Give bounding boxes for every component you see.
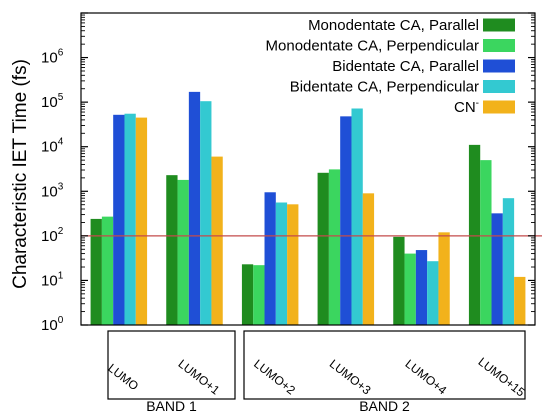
legend-entry-label: Bidentate CA, Perpendicular xyxy=(290,79,479,96)
bar-lumoplus15-series-3 xyxy=(491,213,503,325)
bar-lumoplus1-series-4 xyxy=(200,101,212,325)
bar-lumo-series-5 xyxy=(135,117,148,325)
legend-series-name: Bidentate CA, Parallel xyxy=(332,58,479,75)
bar-lumoplus2-series-4 xyxy=(275,202,288,325)
legend-entry-label: Monodentate CA, Perpendicular xyxy=(266,38,479,55)
y-ticks: 100 101 102 103 104 105 106 xyxy=(41,12,535,334)
bar-lumoplus4-series-1 xyxy=(393,236,405,325)
bar-lumoplus1-series-5 xyxy=(211,156,223,325)
bar-lumoplus15-series-2 xyxy=(480,160,492,325)
category-label: LUMO+1 xyxy=(176,357,223,398)
legend-series-name: CN xyxy=(454,99,476,116)
legend-series-name: Monodentate CA, Parallel xyxy=(308,17,479,34)
y-tick-label: 106 xyxy=(41,48,64,67)
y-tick-label: 105 xyxy=(41,92,64,111)
legend-swatch xyxy=(483,39,515,52)
bar-lumoplus3-series-3 xyxy=(340,116,352,325)
y-tick-label: 103 xyxy=(41,181,64,200)
legend-swatch xyxy=(483,100,515,114)
bar-lumo-series-4 xyxy=(124,113,136,325)
bar-lumo-series-1 xyxy=(90,218,102,325)
bar-lumoplus15-series-4 xyxy=(502,198,515,325)
legend: Monodentate CA, Parallel Monodentate CA, … xyxy=(266,17,515,116)
legend-swatch xyxy=(483,59,515,73)
legend-swatch xyxy=(483,18,515,32)
bar-lumoplus2-series-5 xyxy=(287,204,299,325)
legend-series-name: Bidentate CA, Perpendicular xyxy=(290,79,479,96)
bar-lumoplus15-series-1 xyxy=(468,144,481,325)
bar-lumoplus2-series-2 xyxy=(253,265,265,325)
plot-frame xyxy=(80,12,536,326)
bars-layer xyxy=(90,91,526,325)
y-tick-label: 102 xyxy=(41,226,64,245)
group-box xyxy=(107,330,236,400)
y-axis-label: Characteristic IET Time (fs) xyxy=(10,59,31,289)
bar-lumoplus1-series-2 xyxy=(177,179,189,325)
y-tick-label: 104 xyxy=(41,137,64,156)
group-box xyxy=(243,330,526,400)
bar-lumoplus4-series-2 xyxy=(404,253,416,325)
legend-entry-label: Monodentate CA, Parallel xyxy=(308,17,479,34)
bar-lumo-series-3 xyxy=(113,114,125,325)
category-label: LUMO+4 xyxy=(403,357,450,398)
bar-lumo-series-2 xyxy=(101,216,114,325)
bar-lumoplus1-series-1 xyxy=(166,175,178,325)
bar-lumoplus4-series-5 xyxy=(438,232,450,325)
bar-lumoplus3-series-5 xyxy=(362,193,375,325)
legend-entry-label: CN- xyxy=(454,98,479,116)
bar-lumoplus2-series-1 xyxy=(241,264,254,325)
legend-entry-label: Bidentate CA, Parallel xyxy=(332,58,479,75)
legend-series-superscript: - xyxy=(476,98,479,109)
group-label: BAND 1 xyxy=(146,398,197,414)
category-groups: BAND 1 BAND 2 LUMO LUMO+1 LUMO+2 LUMO+3 LUMO+4… xyxy=(105,330,528,414)
category-label: LUMO+15 xyxy=(476,355,528,400)
category-label: LUMO xyxy=(105,361,141,393)
y-tick-label: 100 xyxy=(41,315,64,334)
bar-lumoplus2-series-3 xyxy=(264,192,276,325)
category-label: LUMO+2 xyxy=(251,357,298,398)
bar-lumoplus1-series-3 xyxy=(188,91,201,325)
legend-swatch xyxy=(483,80,515,93)
y-tick-label: 101 xyxy=(41,270,64,289)
bar-lumoplus3-series-4 xyxy=(351,108,363,325)
bar-lumoplus3-series-1 xyxy=(317,172,329,325)
legend-series-name: Monodentate CA, Perpendicular xyxy=(266,38,479,55)
bar-lumoplus15-series-5 xyxy=(514,276,526,325)
category-label: LUMO+3 xyxy=(327,357,374,398)
group-label: BAND 2 xyxy=(359,398,410,414)
bar-lumoplus4-series-4 xyxy=(427,261,439,325)
bar-lumoplus4-series-3 xyxy=(415,250,428,325)
bar-lumoplus3-series-2 xyxy=(328,169,341,325)
